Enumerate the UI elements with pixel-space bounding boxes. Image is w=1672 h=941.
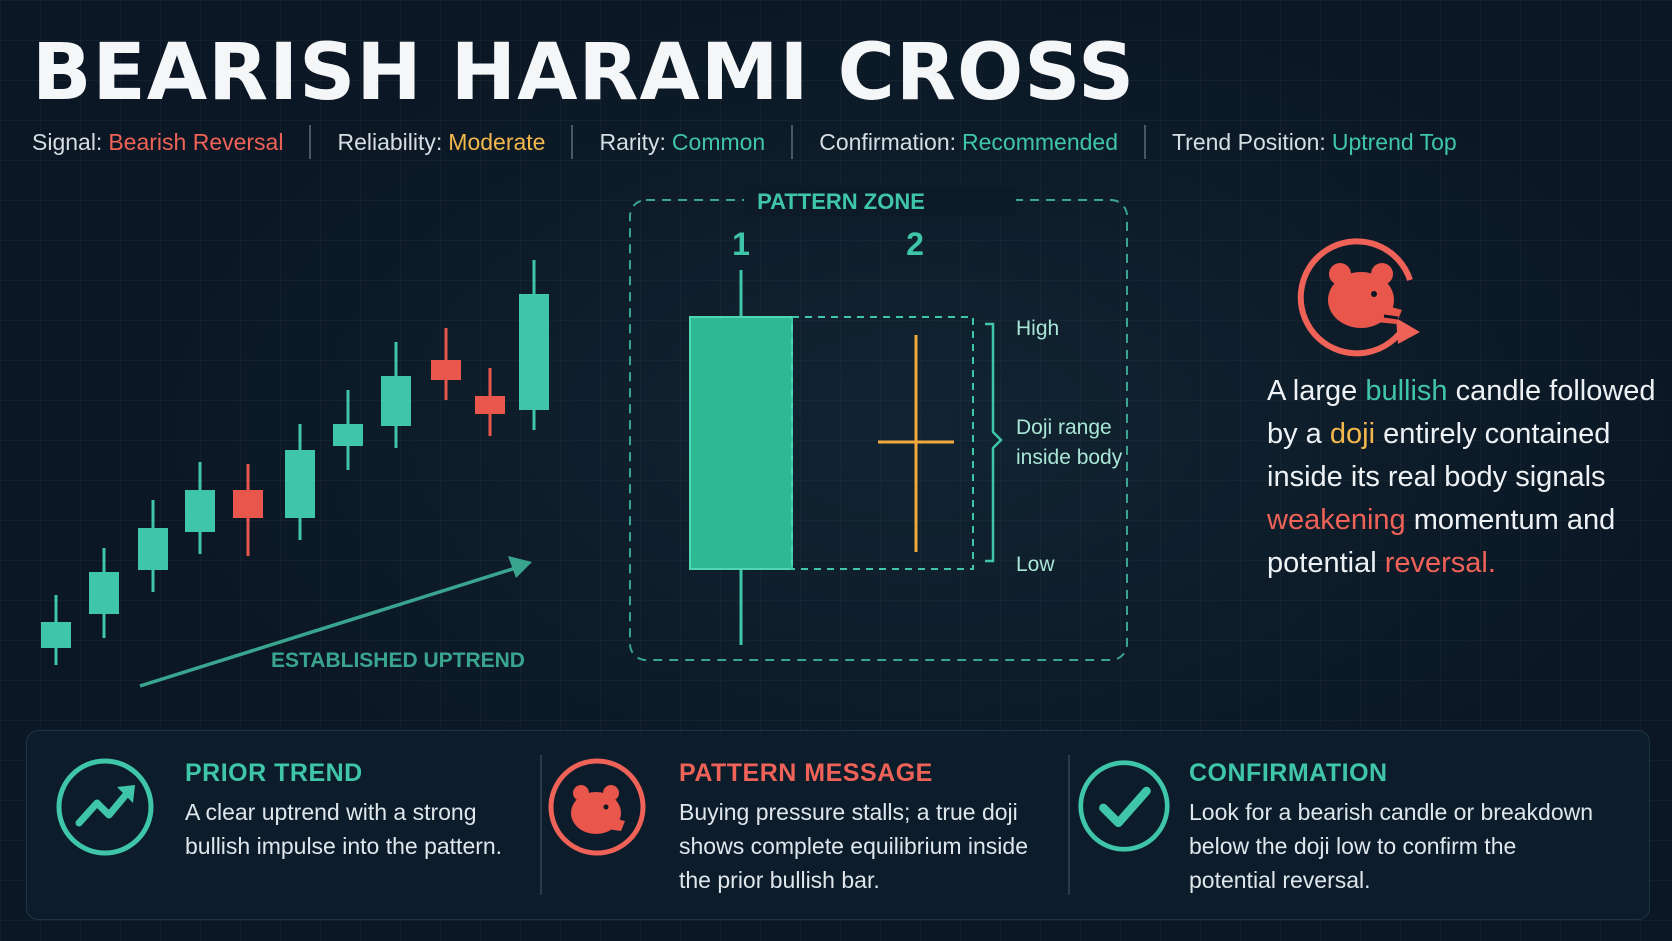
- pattern-zone-label: PATTERN ZONE: [757, 189, 925, 214]
- desc-text: A large: [1267, 375, 1366, 407]
- desc-bullish: bullish: [1365, 375, 1448, 407]
- meta-divider: [309, 125, 312, 159]
- card-line: bullish impulse into the pattern.: [185, 833, 503, 859]
- meta-confirmation: Confirmation: Recommended: [819, 129, 1118, 156]
- uptrend-arrow-line: [139, 564, 523, 688]
- meta-label: Signal:: [32, 128, 103, 155]
- uptrend-candles-illustration: ESTABLISHED UPTREND: [41, 260, 549, 688]
- meta-trend-position: Trend Position: Uptrend Top: [1172, 129, 1457, 156]
- meta-label: Trend Position:: [1171, 128, 1326, 155]
- card-confirmation: CONFIRMATION Look for a bearish candle o…: [1077, 731, 1647, 919]
- card-title: PRIOR TREND: [185, 759, 363, 787]
- card-prior-trend: PRIOR TREND A clear uptrend with a stron…: [27, 731, 547, 919]
- card-line: A clear uptrend with a strong: [185, 799, 477, 825]
- card-pattern-message: PATTERN MESSAGE Buying pressure stalls; …: [547, 731, 1047, 919]
- meta-signal: Signal: Bearish Reversal: [32, 129, 283, 156]
- card-text: A clear uptrend with a strong bullish im…: [185, 795, 502, 863]
- meta-reliability: Reliability: Moderate: [337, 129, 545, 156]
- bear-eye: [1371, 291, 1377, 297]
- bullish-trend-candle: [519, 294, 549, 410]
- bullish-trend-candle: [89, 572, 119, 614]
- bear-emblem-icon: [1297, 238, 1420, 357]
- meta-label: Rarity:: [599, 128, 666, 155]
- bear-icon: [548, 758, 646, 856]
- desc-reversal: reversal.: [1384, 547, 1496, 579]
- card-text: Look for a bearish candle or breakdown b…: [1189, 795, 1593, 897]
- emblem-arc: [1297, 238, 1413, 357]
- meta-label: Reliability:: [337, 128, 443, 155]
- bullish-trend-candle: [41, 622, 71, 648]
- desc-text: candle followed by a: [1267, 375, 1656, 450]
- bearish-trend-candle: [233, 490, 263, 518]
- card-divider: [1068, 755, 1070, 895]
- bearish-trend-candle: [475, 396, 505, 414]
- trend-up-icon: [56, 758, 154, 856]
- card-title: CONFIRMATION: [1189, 759, 1388, 787]
- meta-value: Moderate: [448, 128, 546, 155]
- card-line: Look for a bearish candle or breakdown: [1189, 799, 1594, 825]
- range-label-line1: Doji range: [1016, 416, 1112, 439]
- meta-value: Bearish Reversal: [108, 128, 284, 155]
- candle-1-label: 1: [732, 226, 750, 262]
- bullish-trend-candle: [333, 424, 363, 446]
- card-line: Buying pressure stalls; a true doji: [679, 799, 1018, 825]
- desc-weakening: weakening: [1267, 504, 1406, 536]
- uptrend-label: ESTABLISHED UPTREND: [271, 649, 525, 672]
- meta-divider: [791, 125, 794, 159]
- low-label: Low: [1016, 553, 1055, 576]
- meta-label: Confirmation:: [819, 128, 957, 155]
- bullish-trend-candle: [185, 490, 215, 532]
- checkmark-icon: [1078, 760, 1170, 852]
- page-title: BEARISH HARAMI CROSS: [32, 28, 1136, 118]
- emblem-arrow-head: [1396, 318, 1420, 344]
- meta-rarity: Rarity: Common: [599, 129, 765, 156]
- bearish-trend-candle: [431, 360, 461, 380]
- meta-divider: [1143, 125, 1146, 159]
- pattern-zone-illustration: PATTERN ZONE 1 2 High Doji range inside …: [629, 186, 1128, 661]
- pattern-description: A large bullish candle followed by a doj…: [1267, 370, 1657, 585]
- bear-mouth: [1383, 314, 1399, 320]
- meta-value: Uptrend Top: [1331, 128, 1457, 155]
- meta-value: Common: [671, 128, 766, 155]
- desc-text: entirely contained inside its real body …: [1267, 418, 1611, 493]
- doji-range-box: [791, 316, 974, 570]
- candle-group: [41, 260, 549, 665]
- card-line: the prior bullish bar.: [679, 867, 880, 893]
- card-line: below the doji low to confirm the: [1189, 833, 1517, 859]
- range-bracket: [985, 322, 1003, 563]
- bullish-trend-candle: [285, 450, 315, 518]
- meta-value: Recommended: [962, 128, 1118, 155]
- bullish-trend-candle: [138, 528, 168, 570]
- card-line: potential reversal.: [1189, 867, 1371, 893]
- desc-doji: doji: [1329, 418, 1376, 450]
- meta-bar: Signal: Bearish Reversal Reliability: Mo…: [32, 124, 1457, 160]
- card-line: shows complete equilibrium inside: [679, 833, 1028, 859]
- high-label: High: [1016, 317, 1059, 340]
- bullish-candle-body: [689, 316, 793, 570]
- card-text: Buying pressure stalls; a true doji show…: [679, 795, 1028, 897]
- card-title: PATTERN MESSAGE: [679, 759, 933, 787]
- candle-2-label: 2: [906, 226, 924, 262]
- meta-divider: [571, 125, 574, 159]
- desc-text: momentum and potential: [1267, 504, 1616, 579]
- info-panel: PRIOR TREND A clear uptrend with a stron…: [26, 730, 1650, 920]
- bullish-trend-candle: [381, 376, 411, 426]
- uptrend-arrow-head: [508, 556, 532, 578]
- range-label-line2: inside body: [1016, 446, 1123, 469]
- card-divider: [540, 755, 542, 895]
- zone-label-backdrop: [744, 186, 1016, 216]
